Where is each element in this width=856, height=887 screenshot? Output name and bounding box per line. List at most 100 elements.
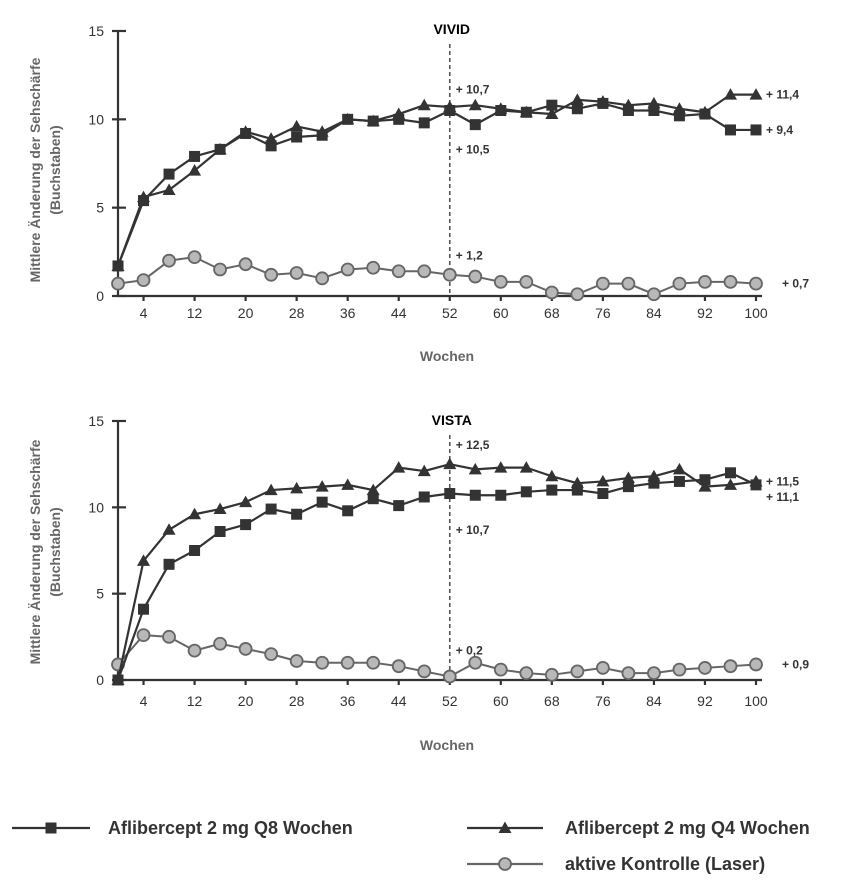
point-q8 [673,110,685,122]
chart-title: VIVID [433,21,470,37]
point-q8 [418,491,430,503]
point-q4 [468,462,482,475]
point-laser [621,276,636,291]
point-laser [136,273,151,288]
point-laser [442,669,457,684]
x-tick-label: 36 [340,305,356,321]
point-q4 [315,480,329,492]
point-q4 [443,100,457,112]
x-tick-label: 44 [391,693,407,709]
point-q4 [392,107,406,120]
x-tick-label: 12 [187,693,203,709]
point-laser [621,666,636,680]
point-q4 [392,461,406,473]
point-q4 [162,523,176,535]
point-q4 [621,471,635,483]
x-tick-label: 100 [744,693,768,709]
point-q8 [724,467,736,479]
point-q4 [723,478,737,490]
point-q4 [366,114,380,127]
x-tick-label: 84 [646,305,662,321]
point-laser [519,666,534,680]
point-q4 [111,673,125,685]
legend-label-q4: Aflibercept 2 mg Q4 Wochen [565,818,810,838]
point-q8 [546,99,558,111]
point-q4 [341,478,355,490]
point-q8 [316,496,328,508]
series-line-q4 [116,93,756,267]
x-tick-label: 52 [442,305,458,321]
vivid-chart: 0 5 10 15 4 12 20 28 36 44 52 60 68 76 84 92 100 Wochen Mi… [27,21,809,364]
point-q4 [315,125,329,137]
point-q4 [443,457,457,470]
y-tick-label: 0 [96,288,104,304]
point-laser [264,647,279,661]
point-q4 [494,461,508,473]
point-q4 [417,98,431,111]
vista-chart: 0 5 10 15 4 12 20 28 36 44 52 60 68 76 84 92 100 Wochen Mi… [27,412,809,753]
point-q4 [672,102,686,114]
point-q8 [520,486,532,498]
series-line-q4 [116,463,757,681]
chart-title: VISTA [432,412,472,428]
point-laser [544,667,559,682]
legend-label-q8: Aflibercept 2 mg Q8 Wochen [108,818,353,838]
value-annotation: + 1,2 [456,248,483,262]
y-tick-label: 15 [88,23,104,39]
point-laser [468,655,483,670]
point-laser [238,642,253,656]
y-tick-label: 10 [88,111,104,127]
point-laser [315,271,330,286]
point-laser [672,662,687,677]
point-q8 [724,124,736,136]
y-axis-title: (Buchstaben) [47,125,63,214]
point-q4 [111,259,125,271]
point-q4 [239,125,253,137]
x-tick-label: 92 [697,693,713,709]
point-q4 [545,107,559,120]
point-q8 [622,105,634,116]
point-q4 [366,483,380,496]
x-tick-label: 84 [646,693,662,709]
point-laser [595,661,610,675]
value-annotation: + 0,9 [782,657,809,671]
point-laser [366,260,381,275]
point-q8 [648,105,660,116]
point-q4 [647,96,661,109]
point-laser [213,636,227,651]
point-q8 [138,603,150,615]
point-laser [136,628,151,643]
y-axis-title: Mittlere Änderung der Sehschärfe [27,57,43,282]
point-q8 [367,493,379,505]
point-q4 [519,461,533,473]
point-q4 [188,507,202,520]
legend-marker-q4 [498,821,512,833]
x-axis-title: Wochen [420,737,474,753]
point-q4 [494,102,508,114]
x-tick-label: 4 [140,693,148,709]
point-laser [519,274,534,289]
point-laser [468,269,483,284]
point-q4 [290,119,304,132]
point-laser [162,253,176,268]
x-axis-title: Wochen [420,348,474,364]
point-q4 [698,105,712,118]
point-q8 [240,519,252,531]
point-laser [391,659,406,674]
series-line-laser [117,256,757,296]
x-tick-label: 4 [140,305,148,321]
point-q4 [570,476,584,489]
point-q4 [749,474,763,487]
point-laser [493,662,508,677]
x-tick-label: 100 [744,305,768,321]
value-annotation: + 10,7 [456,82,490,96]
point-q4 [519,105,533,118]
value-annotation: + 9,4 [766,123,793,137]
value-annotation: + 12,5 [456,438,490,452]
point-laser [264,267,279,282]
point-laser [187,643,202,658]
point-laser [187,250,202,265]
point-laser [595,276,610,291]
point-laser [289,654,304,668]
